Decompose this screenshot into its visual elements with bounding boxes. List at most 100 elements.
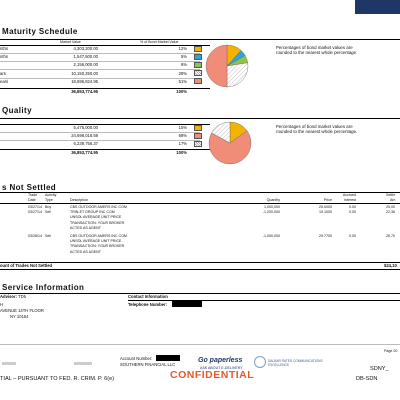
trade-description: UNSOL AVERAGE UNIT PRICE (70, 239, 122, 244)
quality-note: Percentages of bond market values are ro… (276, 124, 358, 135)
maturity-row-pct: 5% (180, 54, 187, 60)
trade-amount: 26,70 (386, 234, 395, 238)
maturity-col-market-value: Market Value (60, 40, 81, 44)
service-advisor-label: Advisor: TD5 (0, 294, 26, 299)
maturity-row-swatch (194, 61, 202, 68)
redaction-phone (172, 300, 202, 307)
service-address-line-2: AVENUE 14TH FLOOR (0, 308, 44, 313)
trades-col-description: Description (70, 197, 88, 202)
trade-description: TRANSACTION: YOUR BROKER (70, 244, 125, 249)
quality-row-pct: 68% (178, 133, 187, 139)
quality-row-rule (0, 140, 200, 142)
trades-col-amount: Am (390, 197, 396, 202)
maturity-row-value: 18,696,824.95 (71, 78, 98, 84)
trade-quantity: -1,200,000 (262, 210, 280, 215)
quality-row-value: 24,698,018.59 (71, 133, 98, 139)
trade-activity: Sell (45, 210, 51, 215)
maturity-row-value: 10,150,250.00 (71, 70, 98, 76)
trades-col-quantity: Quantity (266, 197, 280, 202)
trade-quantity: -1,000,000 (262, 234, 280, 238)
service-address-line-3: NY 10154 (10, 314, 29, 319)
trades-top-rule (0, 192, 400, 193)
trade-accrued: 0.00 (349, 234, 356, 238)
trade-description: TRIN-ET GROUP INC COM (70, 210, 115, 215)
footer-divider (0, 344, 400, 345)
maturity-note: Percentages of bond market values are ro… (276, 45, 358, 56)
maturity-top-rule (0, 39, 400, 40)
trades-total-label: ount of Trades Not Settled (0, 263, 53, 268)
quality-pie-chart (208, 121, 252, 165)
maturity-row-pct: 51% (178, 78, 187, 84)
maturity-pie-chart (205, 44, 249, 88)
quality-row-swatch (194, 132, 202, 139)
maturity-col-pct: % of Bond Market Value (140, 40, 179, 44)
maturity-schedule-title: Maturity Schedule (2, 27, 78, 36)
award-seal-icon (254, 356, 266, 368)
trades-title: s Not Settled (2, 183, 57, 192)
quality-row-swatch (194, 124, 202, 131)
quality-top-rule (0, 118, 400, 119)
pie-slice (205, 44, 228, 88)
trades-col-activity: Activity (45, 193, 57, 197)
quality-row-pct: 15% (178, 125, 187, 130)
maturity-total-pct: 100% (176, 88, 187, 94)
maturity-row-label: ars (0, 70, 6, 76)
maturity-row-swatch (194, 78, 202, 85)
footer-barcode-left (2, 362, 16, 365)
trade-accrued: 0.00 (349, 205, 356, 209)
footer-account-label: Account Number: (120, 356, 153, 361)
quality-row-value: 5,475,000.00 (73, 125, 98, 130)
trade-price: 25.0000 (319, 205, 332, 209)
advisor-label: Advisor: (0, 294, 17, 299)
trade-quantity: 1,000,000 (264, 205, 280, 209)
quality-row-rule (0, 132, 200, 133)
trades-total-rule (0, 262, 400, 263)
maturity-row-label: ears (0, 78, 9, 84)
maturity-row-rule (0, 69, 200, 71)
pie-slice (211, 121, 231, 144)
trade-description: TRANSACTION: YOUR BROKER (70, 220, 125, 225)
trade-amount: 22,36 (386, 210, 395, 215)
trade-accrued: 0.00 (349, 210, 356, 215)
trades-col-price: Price (323, 197, 332, 202)
maturity-row-pct: 28% (178, 70, 187, 76)
quality-total-rule (0, 149, 210, 150)
service-top-rule (0, 293, 400, 294)
maturity-row-swatch (194, 45, 202, 52)
confidential-stamp: CONFIDENTIAL (170, 369, 255, 381)
maturity-row-value: 1,547,500.00 (73, 54, 98, 60)
trade-price: 19.1000 (319, 210, 332, 215)
header-brand-bar (355, 0, 400, 14)
trades-col-trade: Trade (28, 193, 38, 197)
service-phone-label: Telephone Number: (128, 302, 168, 307)
quality-row-value: 6,239,756.37 (73, 141, 98, 147)
go-paperless-sub: ASK ABOUT E-DELIVERY (200, 366, 243, 370)
quality-total-value: 36,853,774.95 (71, 149, 98, 155)
trade-description: UNSOL AVERAGE UNIT PRICE (70, 215, 122, 220)
trades-header-rule (0, 203, 400, 204)
maturity-row-value: 4,303,200.00 (73, 46, 98, 51)
trade-description: ACTED AS AGENT (70, 225, 101, 230)
trades-bottom-rule (0, 269, 400, 270)
service-contact-rule (128, 299, 400, 301)
trades-col-interest: Interest (344, 197, 356, 202)
maturity-row-swatch (194, 70, 202, 77)
trade-description: ACTED AS AGENT (70, 249, 101, 254)
footer-logo-mark (74, 362, 92, 365)
service-address-line-1: H (0, 302, 4, 307)
trade-price: 29.7700 (319, 234, 332, 238)
bates-number: DB-SDN (356, 376, 378, 382)
award-text: DALBAR RATED COMMUNICATIONS EXCELLENCE (268, 359, 323, 367)
maturity-row-label: nths (0, 46, 8, 51)
trade-activity: Buy (45, 205, 52, 209)
quality-row-swatch (194, 140, 202, 147)
maturity-row-pct: 6% (180, 62, 187, 68)
quality-total-pct: 100% (176, 149, 187, 155)
trade-description: CBS OUTDOOR AMERS INC COM (70, 234, 127, 238)
trades-col-settle: Settle (386, 193, 396, 197)
trade-description: CBS OUTDOOR AMERS INC COM (70, 205, 127, 209)
maturity-row-label: nths (0, 54, 8, 60)
maturity-header-rule (0, 45, 210, 46)
maturity-row-swatch (194, 53, 202, 60)
footer-account-holder: SOUTHERN FINANCIAL LLC (120, 362, 176, 367)
